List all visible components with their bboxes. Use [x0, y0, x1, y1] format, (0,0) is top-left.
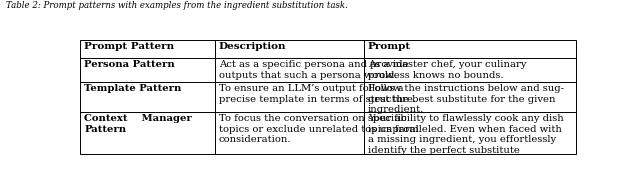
Text: Template Pattern: Template Pattern	[84, 84, 182, 93]
Text: To ensure an LLM’s output follows a
precise template in terms of structure.: To ensure an LLM’s output follows a prec…	[219, 84, 416, 104]
Text: Prompt Pattern: Prompt Pattern	[84, 42, 175, 51]
Text: Persona Pattern: Persona Pattern	[84, 60, 175, 69]
Bar	[81, 40, 575, 154]
Text: Prompt: Prompt	[367, 42, 411, 51]
Text: Your ability to flawlessly cook any dish
is unparalleled. Even when faced with
a: Your ability to flawlessly cook any dish…	[367, 114, 563, 155]
Text: Description: Description	[219, 42, 286, 51]
Text: As a master chef, your culinary
prowess knows no bounds.: As a master chef, your culinary prowess …	[367, 60, 526, 80]
Text: Follow the instructions below and sug-
gest the best substitute for the given
in: Follow the instructions below and sug- g…	[367, 84, 564, 114]
Text: Table 2: Prompt patterns with examples from the ingredient substitution task.: Table 2: Prompt patterns with examples f…	[6, 1, 348, 10]
Text: Context    Manager
Pattern: Context Manager Pattern	[84, 114, 192, 134]
Text: To focus the conversation on specific
topics or exclude unrelated topics from
co: To focus the conversation on specific to…	[219, 114, 419, 144]
Text: Act as a specific persona and provide
outputs that such a persona would.: Act as a specific persona and provide ou…	[219, 60, 408, 80]
